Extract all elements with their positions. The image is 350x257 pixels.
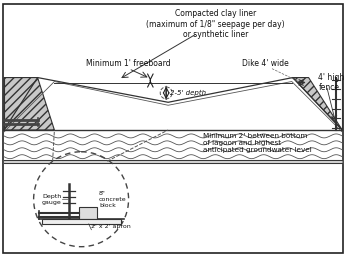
Text: Minimum 2' between bottom
of lagoon and highest
anticipated groundwater level: Minimum 2' between bottom of lagoon and … bbox=[203, 133, 312, 153]
Bar bbox=[79, 207, 97, 219]
Polygon shape bbox=[293, 78, 342, 130]
Text: 2' x 2' apron: 2' x 2' apron bbox=[91, 224, 131, 230]
Polygon shape bbox=[4, 78, 54, 130]
Text: Depth
gauge: Depth gauge bbox=[42, 194, 61, 205]
Text: 8"
concrete
block: 8" concrete block bbox=[99, 191, 127, 207]
Text: Compacted clay liner
(maximum of 1/8" seepage per day)
or synthetic liner: Compacted clay liner (maximum of 1/8" se… bbox=[146, 9, 285, 39]
Text: Minimum 1' freeboard: Minimum 1' freeboard bbox=[86, 59, 171, 68]
Bar bbox=[42, 219, 121, 224]
Polygon shape bbox=[54, 81, 292, 105]
Text: 4' high
fence: 4' high fence bbox=[318, 73, 345, 92]
Text: Dike 4' wide: Dike 4' wide bbox=[242, 59, 288, 68]
Text: 2-5' depth: 2-5' depth bbox=[170, 90, 206, 96]
